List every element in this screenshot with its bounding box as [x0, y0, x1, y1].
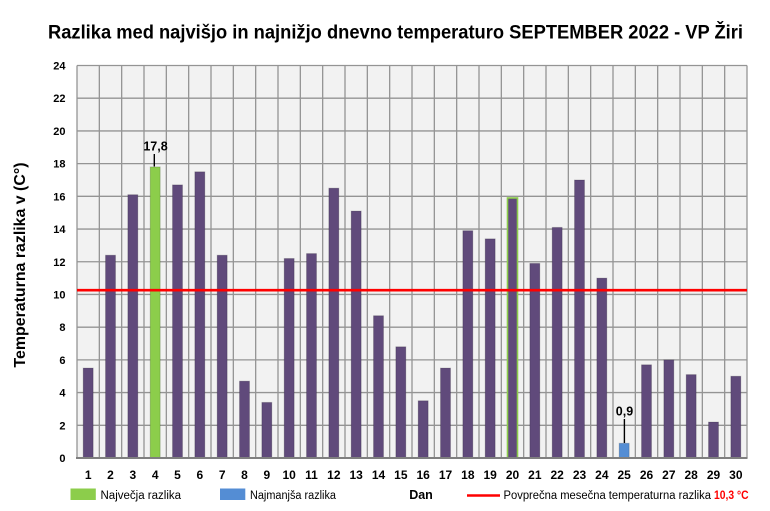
svg-text:24: 24	[53, 61, 66, 73]
svg-text:0,9: 0,9	[616, 405, 633, 419]
svg-text:3: 3	[129, 468, 136, 482]
svg-text:Povprečna mesečna temperaturna: Povprečna mesečna temperaturna razlika	[504, 490, 712, 502]
svg-text:14: 14	[372, 468, 386, 482]
svg-text:1: 1	[85, 468, 92, 482]
svg-text:28: 28	[684, 468, 698, 482]
svg-text:Največja razlika: Največja razlika	[101, 490, 182, 502]
svg-text:9: 9	[263, 468, 270, 482]
svg-text:2: 2	[107, 468, 114, 482]
svg-text:6: 6	[59, 355, 65, 367]
svg-text:8: 8	[241, 468, 248, 482]
svg-text:17: 17	[439, 468, 453, 482]
svg-text:Temperaturna razlika v (C°): Temperaturna razlika v (C°)	[12, 163, 29, 368]
svg-text:20: 20	[53, 126, 65, 138]
svg-text:18: 18	[53, 159, 65, 171]
svg-text:15: 15	[394, 468, 408, 482]
svg-text:26: 26	[640, 468, 654, 482]
svg-text:10,3 °C: 10,3 °C	[714, 490, 749, 502]
svg-text:19: 19	[483, 468, 497, 482]
svg-text:16: 16	[416, 468, 430, 482]
svg-text:27: 27	[662, 468, 676, 482]
svg-text:12: 12	[53, 257, 65, 269]
svg-text:11: 11	[305, 468, 318, 482]
svg-text:10: 10	[282, 468, 296, 482]
svg-text:16: 16	[53, 191, 65, 203]
svg-text:Razlika med najvišjo in najniž: Razlika med najvišjo in najnižjo dnevno …	[48, 22, 743, 44]
svg-text:30: 30	[729, 468, 743, 482]
svg-text:13: 13	[349, 468, 363, 482]
svg-text:Dan: Dan	[409, 488, 433, 502]
svg-text:22: 22	[53, 93, 65, 105]
svg-text:24: 24	[595, 468, 609, 482]
svg-text:23: 23	[573, 468, 587, 482]
svg-text:20: 20	[506, 468, 520, 482]
svg-text:10: 10	[53, 289, 65, 301]
svg-text:7: 7	[219, 468, 226, 482]
svg-text:25: 25	[617, 468, 631, 482]
svg-text:12: 12	[327, 468, 341, 482]
svg-text:29: 29	[707, 468, 721, 482]
svg-text:5: 5	[174, 468, 181, 482]
svg-text:17,8: 17,8	[143, 140, 167, 154]
svg-text:8: 8	[59, 322, 65, 334]
svg-text:14: 14	[53, 224, 66, 236]
svg-text:Najmanjša razlika: Najmanjša razlika	[250, 490, 337, 502]
svg-text:4: 4	[152, 468, 159, 482]
svg-text:0: 0	[59, 453, 65, 465]
svg-text:4: 4	[59, 388, 66, 400]
svg-text:2: 2	[59, 420, 65, 432]
svg-text:21: 21	[528, 468, 542, 482]
svg-text:6: 6	[196, 468, 203, 482]
svg-text:18: 18	[461, 468, 475, 482]
svg-text:22: 22	[550, 468, 564, 482]
